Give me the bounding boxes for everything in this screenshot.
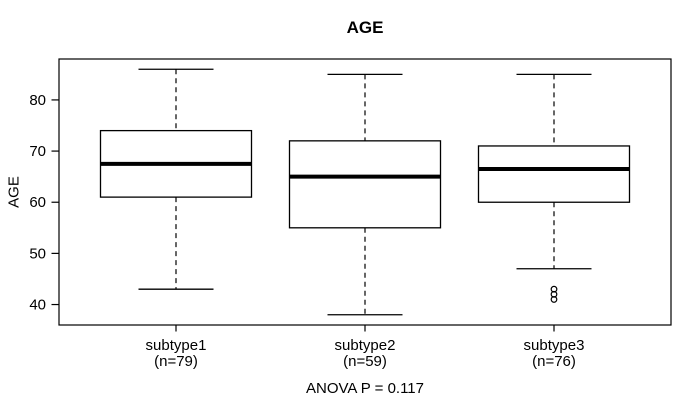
anova-annotation: ANOVA P = 0.117 [306,380,424,397]
group-n-label: (n=76) [532,353,576,370]
x-tick-label-subtype2: subtype2 (n=59) [335,338,396,370]
group-n-label: (n=79) [154,353,198,370]
y-tick-label: 50 [29,245,46,262]
group-label: subtype3 [523,337,585,354]
outlier-point [550,296,558,303]
x-tick-label-subtype1: subtype1 (n=79) [146,338,207,370]
x-tick-label-subtype3: subtype3 (n=76) [524,338,585,370]
y-tick-label: 80 [29,92,46,109]
group-label: subtype2 [334,337,396,354]
iqr-box [288,140,442,229]
y-tick-label: 70 [29,143,46,160]
group-n-label: (n=59) [343,353,387,370]
iqr-box [477,145,631,203]
y-tick-label: 40 [29,297,46,314]
chart-title: AGE [346,18,384,37]
y-axis-title: AGE [5,176,23,208]
group-label: subtype1 [145,337,207,354]
y-tick-label: 60 [29,194,46,211]
